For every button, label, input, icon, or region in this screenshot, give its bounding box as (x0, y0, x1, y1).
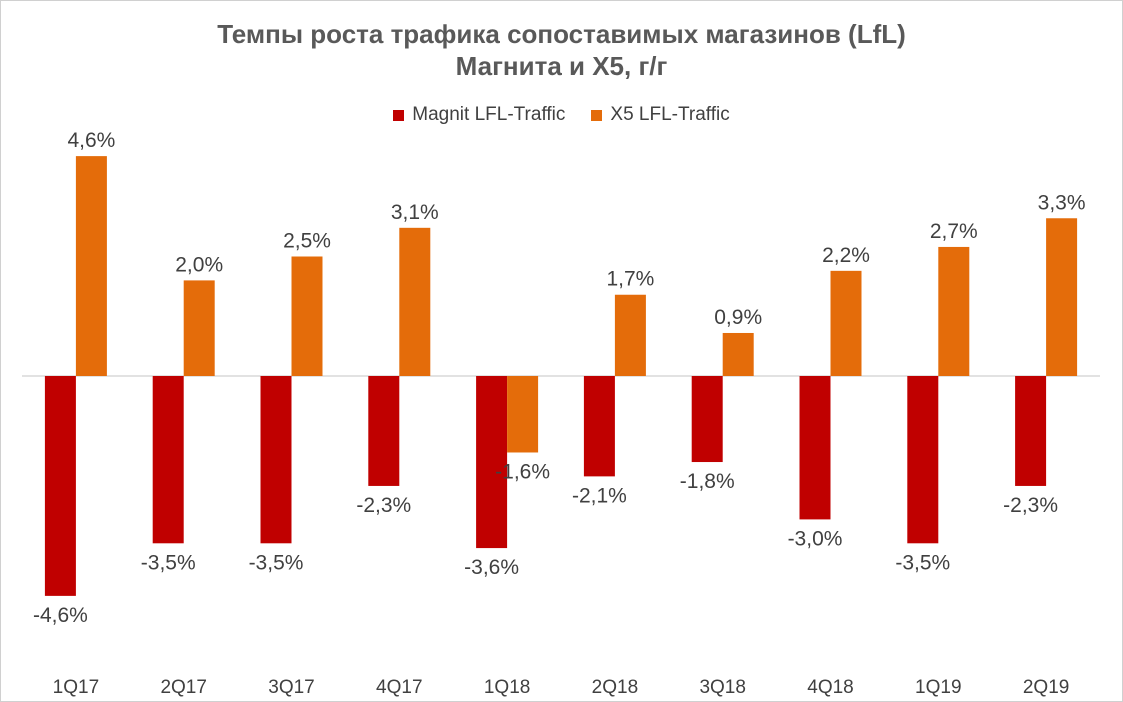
data-label-magnit-1q17: -4,6% (33, 604, 88, 627)
bar-x5-3q18 (722, 332, 754, 376)
bar-magnit-4q17 (368, 376, 400, 486)
chart-title-line-2: Магнита и X5, г/г (455, 51, 668, 81)
chart-title-line-1: Темпы роста трафика сопоставимых магазин… (217, 19, 906, 49)
data-label-x5-2q18: 1,7% (606, 268, 654, 291)
data-label-x5-2q17: 2,0% (175, 253, 223, 276)
data-label-magnit-2q18: -2,1% (572, 484, 627, 507)
data-label-x5-3q17: 2,5% (283, 230, 331, 253)
bar-magnit-2q17 (152, 376, 184, 544)
bar-magnit-1q19 (907, 376, 939, 544)
bar-x5-2q19 (1046, 218, 1078, 376)
data-label-magnit-4q17: -2,3% (356, 494, 411, 517)
x-tick-label-1q17: 1Q17 (53, 677, 99, 698)
chart-title: Темпы роста трафика сопоставимых магазин… (0, 18, 1123, 82)
bar-x5-2q17 (183, 280, 215, 376)
data-label-x5-1q18: -1,6% (495, 460, 550, 483)
x-tick-label-4q17: 4Q17 (376, 677, 422, 698)
legend-item-magnit: Magnit LFL-Traffic (393, 104, 565, 126)
data-label-magnit-1q19: -3,5% (895, 551, 950, 574)
data-label-x5-3q18: 0,9% (714, 306, 762, 329)
bar-magnit-3q18 (691, 376, 723, 463)
legend-label-x5: X5 LFL-Traffic (610, 104, 730, 125)
bar-magnit-1q18 (476, 376, 508, 549)
data-label-x5-1q19: 2,7% (930, 220, 978, 243)
bar-x5-1q19 (938, 246, 970, 376)
legend-swatch-x5 (591, 109, 603, 121)
bar-x5-1q17 (75, 156, 107, 376)
bar-x5-3q17 (291, 256, 323, 376)
data-label-magnit-2q19: -2,3% (1003, 494, 1058, 517)
bar-magnit-2q18 (583, 376, 615, 477)
x-tick-label-1q19: 1Q19 (915, 677, 961, 698)
bar-x5-2q18 (614, 294, 646, 376)
bar-magnit-1q17 (44, 376, 76, 596)
x-tick-label-2q17: 2Q17 (160, 677, 206, 698)
legend-swatch-magnit (393, 109, 405, 121)
data-label-magnit-3q17: -3,5% (249, 551, 304, 574)
bar-magnit-3q17 (260, 376, 292, 544)
data-label-x5-2q19: 3,3% (1038, 191, 1086, 214)
bar-x5-1q18 (507, 376, 539, 453)
bar-magnit-2q19 (1015, 376, 1047, 486)
x-tick-label-2q18: 2Q18 (592, 677, 638, 698)
data-label-x5-4q17: 3,1% (391, 201, 439, 224)
data-label-x5-4q18: 2,2% (822, 244, 870, 267)
chart-legend: Magnit LFL-Traffic X5 LFL-Traffic (0, 104, 1123, 126)
x-tick-label-1q18: 1Q18 (484, 677, 530, 698)
data-label-magnit-1q18: -3,6% (464, 556, 519, 579)
bar-x5-4q17 (399, 227, 431, 376)
data-label-magnit-3q18: -1,8% (680, 470, 735, 493)
data-label-x5-1q17: 4,6% (67, 129, 115, 152)
legend-label-magnit: Magnit LFL-Traffic (412, 104, 566, 125)
bar-magnit-4q18 (799, 376, 831, 520)
legend-item-x5: X5 LFL-Traffic (591, 104, 730, 126)
x-tick-label-3q18: 3Q18 (699, 677, 745, 698)
data-label-magnit-2q17: -3,5% (141, 551, 196, 574)
x-tick-label-2q19: 2Q19 (1023, 677, 1069, 698)
x-tick-label-4q18: 4Q18 (807, 677, 853, 698)
bar-x5-4q18 (830, 270, 862, 376)
x-tick-label-3q17: 3Q17 (268, 677, 314, 698)
data-label-magnit-4q18: -3,0% (788, 527, 843, 550)
